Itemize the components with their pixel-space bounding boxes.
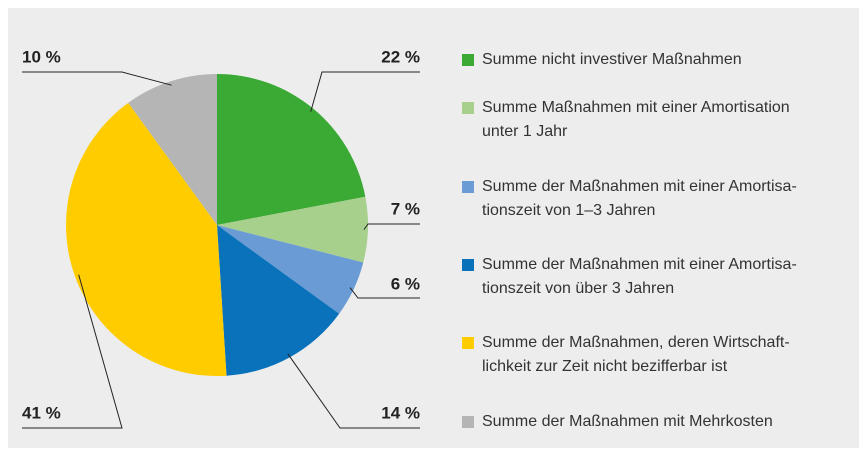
legend-label: Summe der Maßnahmen mit einer Amortisa­t… xyxy=(482,256,797,297)
legend-label: Summe nicht investiver Maßnahmen xyxy=(482,51,742,68)
pie-slice xyxy=(217,225,364,314)
pie-slice xyxy=(217,225,340,376)
legend-swatch xyxy=(462,181,474,193)
leader-line xyxy=(22,274,123,429)
legend-label: Summe der Maßnahmen mit Mehrkosten xyxy=(482,413,773,430)
value-label: 10 % xyxy=(22,47,61,66)
legend-swatch xyxy=(462,102,474,114)
legend-swatch xyxy=(462,416,474,428)
leader-line xyxy=(310,71,420,112)
legend-swatch xyxy=(462,337,474,349)
pie-slice xyxy=(128,74,217,225)
legend-label: Summe der Maßnahmen, deren Wirtschaft­li… xyxy=(482,334,790,375)
pie-slice xyxy=(65,102,227,376)
leader-line xyxy=(349,287,420,299)
leader-line xyxy=(22,71,172,86)
value-label: 6 % xyxy=(391,274,420,293)
value-label: 41 % xyxy=(22,403,61,422)
value-label: 7 % xyxy=(391,199,420,218)
legend-label: Summe Maßnahmen mit einer Amortisation u… xyxy=(482,99,790,140)
leader-line xyxy=(287,353,420,429)
legend-swatch xyxy=(462,54,474,66)
pie-slice xyxy=(217,74,366,225)
legend-swatch xyxy=(462,259,474,271)
value-label: 14 % xyxy=(381,403,420,422)
legend-label: Summe der Maßnahmen mit einer Amortisa­t… xyxy=(482,178,797,219)
leader-line xyxy=(363,223,420,230)
value-label: 22 % xyxy=(381,47,420,66)
pie-slice xyxy=(217,196,368,263)
